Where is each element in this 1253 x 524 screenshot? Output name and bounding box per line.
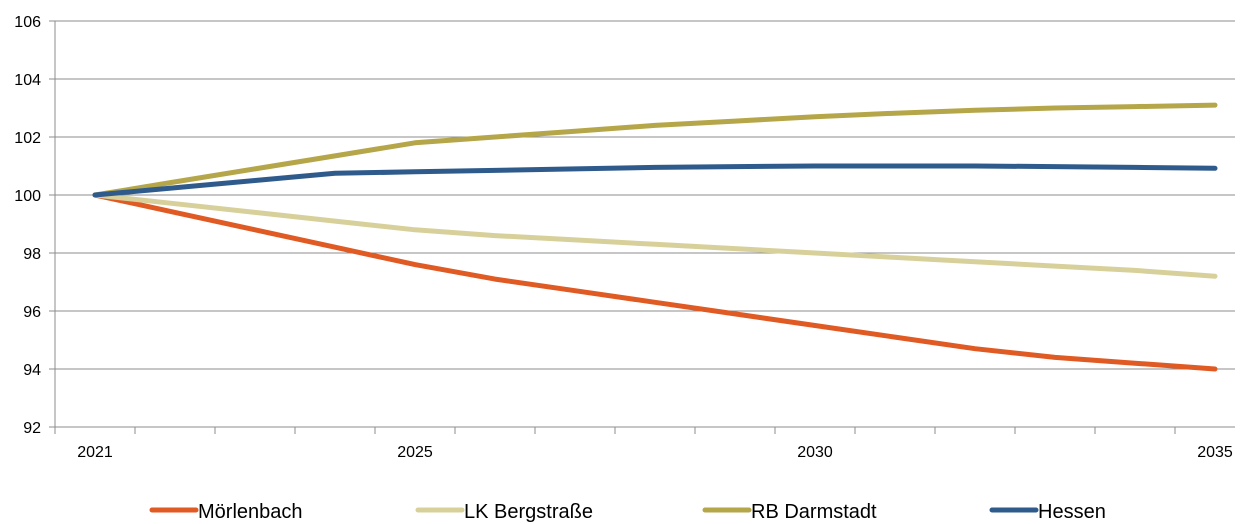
x-tick-label-2025: 2025: [397, 444, 433, 461]
y-tick-label-92: 92: [23, 420, 41, 437]
x-tick-label-2035: 2035: [1197, 444, 1233, 461]
legend: Mörlenbach LK Bergstraße RB Darmstadt Hesse…: [149, 501, 1106, 523]
legend-label-3: Hessen: [1038, 501, 1106, 523]
x-tick-label-2030: 2030: [797, 444, 833, 461]
x-axis-ticks: 2021 2025 2030 2035: [54, 427, 1233, 461]
series-line-1: [92, 192, 1218, 279]
gridlines: [55, 20, 1235, 370]
axes: [54, 21, 1235, 428]
y-tick-label-98: 98: [23, 246, 41, 263]
series-line-0: [92, 192, 1218, 372]
legend-label-1: LK Bergstraße: [464, 501, 593, 523]
y-tick-label-94: 94: [23, 362, 41, 379]
series-line-2: [92, 102, 1218, 198]
y-tick-label-100: 100: [14, 188, 41, 205]
y-axis-ticks: 92 94 96 98 100 102 104 106: [14, 14, 55, 437]
y-tick-label-106: 106: [14, 14, 41, 31]
y-tick-label-96: 96: [23, 304, 41, 321]
legend-label-2: RB Darmstadt: [751, 501, 877, 523]
y-tick-label-104: 104: [14, 72, 41, 89]
series-line-3: [92, 163, 1218, 198]
legend-label-0: Mörlenbach: [198, 501, 303, 523]
y-tick-label-102: 102: [14, 130, 41, 147]
series-lines: [92, 102, 1218, 372]
x-tick-label-2021: 2021: [77, 444, 113, 461]
